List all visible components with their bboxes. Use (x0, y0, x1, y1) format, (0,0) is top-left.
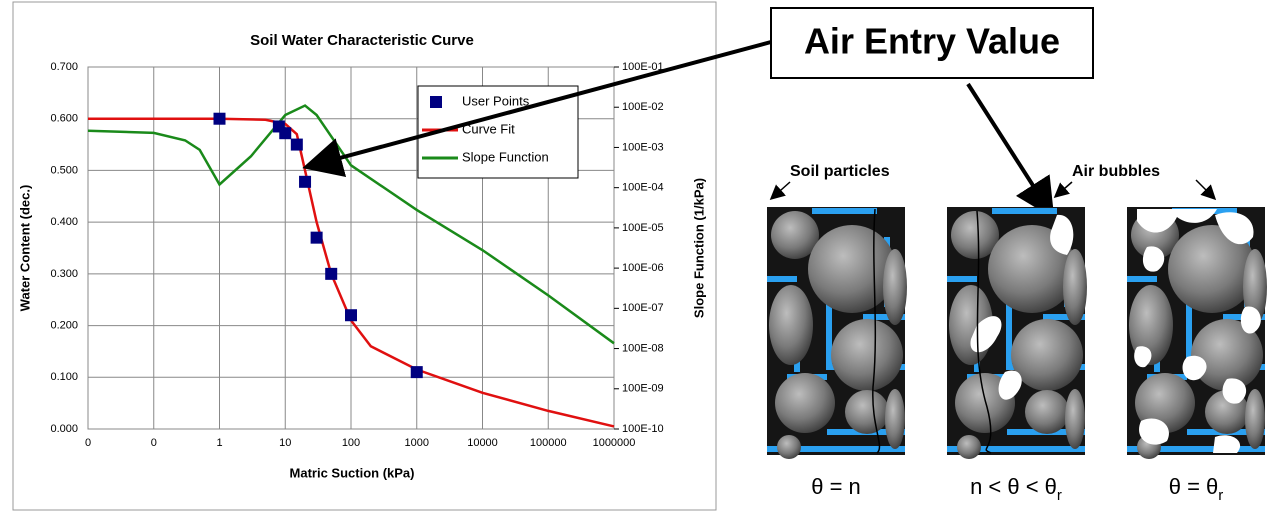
y-tick-label: 0.600 (50, 113, 78, 125)
y2-tick-label: 100E-02 (622, 101, 664, 113)
caption-main: θ = n (811, 474, 861, 499)
caption-sub: r (1057, 487, 1062, 504)
callout-text: Air Entry Value (804, 21, 1060, 62)
x-tick-label: 1000 (405, 437, 429, 449)
point (345, 309, 357, 321)
chart-title: Soil Water Characteristic Curve (250, 32, 474, 49)
x-tick-label: 100000 (530, 437, 567, 449)
arrow (772, 182, 790, 198)
soil-panel (947, 207, 1087, 459)
point (214, 113, 226, 125)
caption-main: θ = θ (1169, 474, 1219, 499)
x-tick-label: 1 (216, 437, 222, 449)
y2-tick-label: 100E-04 (622, 182, 664, 194)
point (291, 139, 303, 151)
x-tick-label: 100 (342, 437, 360, 449)
x-tick-label: 0 (151, 437, 157, 449)
label: Soil particles (790, 163, 890, 180)
y-tick-label: 0.000 (50, 423, 78, 435)
label: Air bubbles (1072, 163, 1160, 180)
legend-swatch (430, 96, 442, 108)
page: 0 0 1 10 100 1000 10000 100000 1000000 0.000 0.100… (0, 0, 1280, 512)
legend-label: User Points (462, 93, 530, 108)
point (279, 127, 291, 139)
y-axis-label: Water Content (dec.) (17, 185, 32, 312)
panel-caption: θ = θr (1169, 474, 1224, 504)
point (325, 268, 337, 280)
y-tick-label: 0.200 (50, 319, 78, 331)
y2-tick-label: 100E-05 (622, 222, 664, 234)
y2-tick-label: 100E-07 (622, 302, 664, 314)
y2-tick-label: 100E-09 (622, 383, 664, 395)
caption-sub: r (1218, 487, 1223, 504)
y2-tick-label: 100E-03 (622, 141, 664, 153)
callout-arrow (968, 84, 1050, 212)
caption-main: n < θ < θ (970, 474, 1057, 499)
point (311, 232, 323, 244)
arrow (1196, 180, 1214, 198)
panel-caption: n < θ < θr (970, 474, 1062, 504)
soil-panel (1127, 207, 1267, 459)
x-tick-label: 10000 (467, 437, 498, 449)
y-tick-label: 0.700 (50, 61, 78, 73)
point (299, 176, 311, 188)
y2-tick-label: 100E-08 (622, 342, 664, 354)
y-tick-label: 0.400 (50, 216, 78, 228)
x-tick-label: 0 (85, 437, 91, 449)
y2-tick-label: 100E-10 (622, 423, 664, 435)
y-tick-label: 0.500 (50, 164, 78, 176)
y2-tick-label: 100E-06 (622, 262, 664, 274)
y2-axis-label: Slope Function (1/kPa) (691, 178, 706, 318)
y-tick-label: 0.100 (50, 371, 78, 383)
point (411, 366, 423, 378)
y-tick-label: 0.300 (50, 268, 78, 280)
legend-label: Slope Function (462, 149, 549, 164)
x-tick-label: 1000000 (593, 437, 636, 449)
x-tick-label: 10 (279, 437, 291, 449)
arrow (1056, 182, 1072, 196)
panel-caption: θ = n (811, 474, 861, 499)
soil-panel (767, 207, 907, 459)
x-axis-label: Matric Suction (kPa) (290, 465, 415, 480)
